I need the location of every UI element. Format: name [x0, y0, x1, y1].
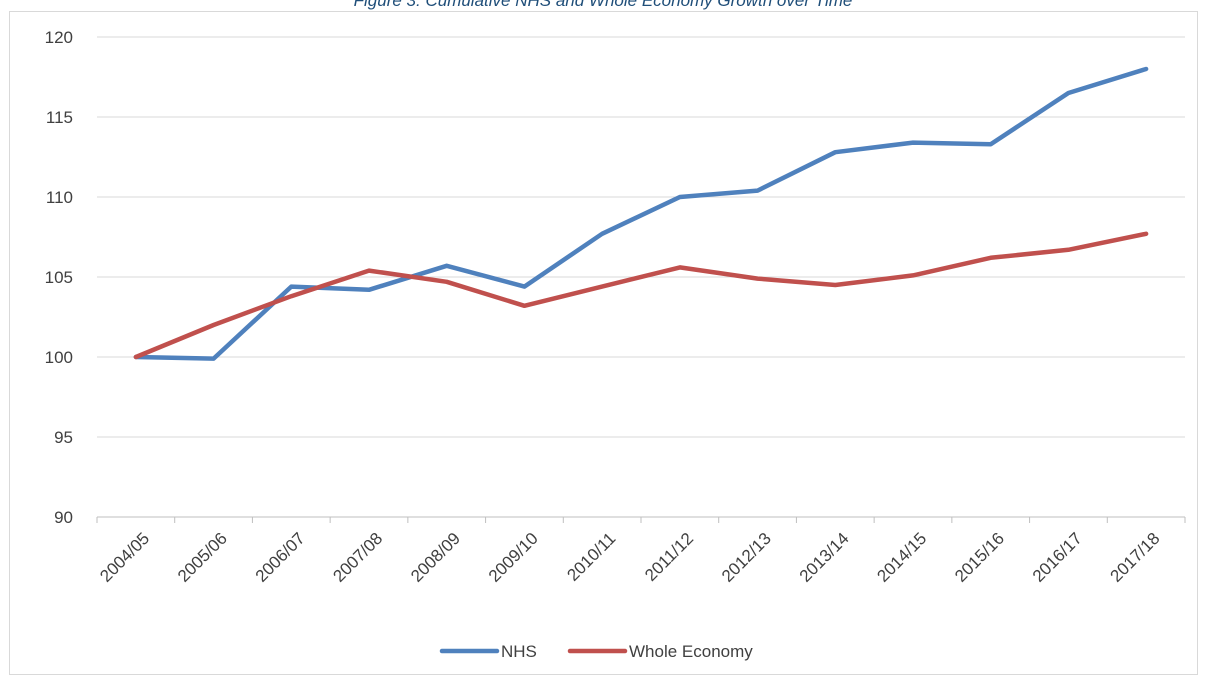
series-line-whole-economy: [133, 231, 1149, 360]
series-lines: [133, 66, 1149, 361]
legend-label: Whole Economy: [629, 642, 753, 661]
legend-label: NHS: [501, 642, 537, 661]
x-tick-label: 2008/09: [407, 529, 464, 586]
x-tick-label: 2010/11: [563, 529, 619, 585]
x-tick-label: 2015/16: [951, 529, 1008, 586]
x-axis: [96, 516, 1186, 523]
y-tick-label: 120: [45, 28, 73, 47]
x-tick-label: 2007/08: [329, 529, 386, 586]
x-tick-label: 2017/18: [1107, 529, 1164, 586]
chart-frame: [9, 11, 1198, 675]
x-tick-label: 2005/06: [174, 529, 231, 586]
x-tick-label: 2009/10: [485, 529, 542, 586]
y-tick-label: 110: [46, 188, 73, 207]
y-axis: 90 95 100 105 110 115 120: [45, 28, 73, 527]
x-tick-label: 2016/17: [1029, 529, 1086, 586]
x-tick-label: 2004/05: [96, 529, 153, 586]
y-tick-label: 95: [54, 428, 73, 447]
figure-title: Figure 3: Cumulative NHS and Whole Econo…: [353, 0, 853, 10]
y-tick-label: 105: [45, 268, 73, 287]
x-tick-label: 2012/13: [718, 529, 775, 586]
y-tick-label: 100: [45, 348, 73, 367]
y-tick-label: 90: [54, 508, 73, 527]
x-tick-label: 2011/12: [641, 529, 697, 585]
legend: NHS Whole Economy: [439, 642, 753, 661]
y-tick-label: 115: [46, 108, 73, 127]
x-tick-label: 2013/14: [796, 529, 853, 586]
x-tick-label: 2014/15: [873, 529, 930, 586]
gridlines: [97, 36, 1185, 438]
x-tick-labels: 2004/05 2005/06 2006/07 2007/08 2008/09 2009/…: [96, 529, 1163, 586]
x-tick-label: 2006/07: [252, 529, 309, 586]
series-line-nhs: [133, 66, 1149, 361]
